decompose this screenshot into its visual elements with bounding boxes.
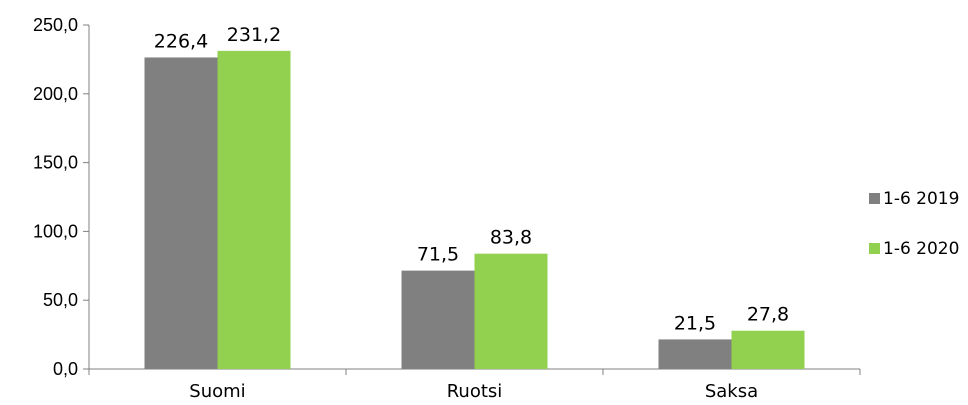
y-tick-label: 100,0 — [33, 221, 78, 241]
y-tick-label: 0,0 — [53, 359, 78, 379]
data-label: 71,5 — [417, 244, 459, 266]
bar-ruotsi-series-2 — [474, 253, 548, 369]
x-tick-label: Suomi — [189, 381, 245, 402]
legend-label: 1-6 2019 — [883, 189, 959, 209]
legend-swatch — [869, 193, 880, 204]
y-tick-label: 250,0 — [33, 15, 78, 35]
legend: 1-6 2019 1-6 2020 — [869, 189, 959, 259]
y-tick-label: 50,0 — [43, 290, 78, 310]
x-axis: Suomi Ruotsi Saksa — [88, 368, 861, 402]
data-label: 21,5 — [674, 312, 716, 334]
data-label: 231,2 — [227, 24, 281, 46]
data-label: 226,4 — [154, 30, 208, 52]
data-label: 27,8 — [747, 304, 789, 326]
legend-swatch — [869, 243, 880, 254]
data-labels: 226,4 71,5 21,5 231,2 83,8 27,8 — [154, 24, 789, 335]
x-tick-label: Saksa — [705, 381, 758, 402]
y-tick-label: 200,0 — [33, 84, 78, 104]
data-label: 83,8 — [490, 227, 532, 249]
x-tick-label: Ruotsi — [447, 381, 503, 402]
bar-saksa-series-1 — [658, 339, 732, 369]
y-axis: 0,0 50,0 100,0 150,0 200,0 250,0 — [33, 15, 90, 379]
legend-label: 1-6 2020 — [883, 239, 959, 259]
bar-saksa-series-2 — [731, 330, 805, 369]
bar-suomi-series-2 — [217, 50, 291, 369]
bars — [144, 50, 805, 369]
bar-suomi-series-1 — [144, 57, 218, 369]
bar-ruotsi-series-1 — [401, 270, 475, 369]
y-tick-label: 150,0 — [33, 153, 78, 173]
